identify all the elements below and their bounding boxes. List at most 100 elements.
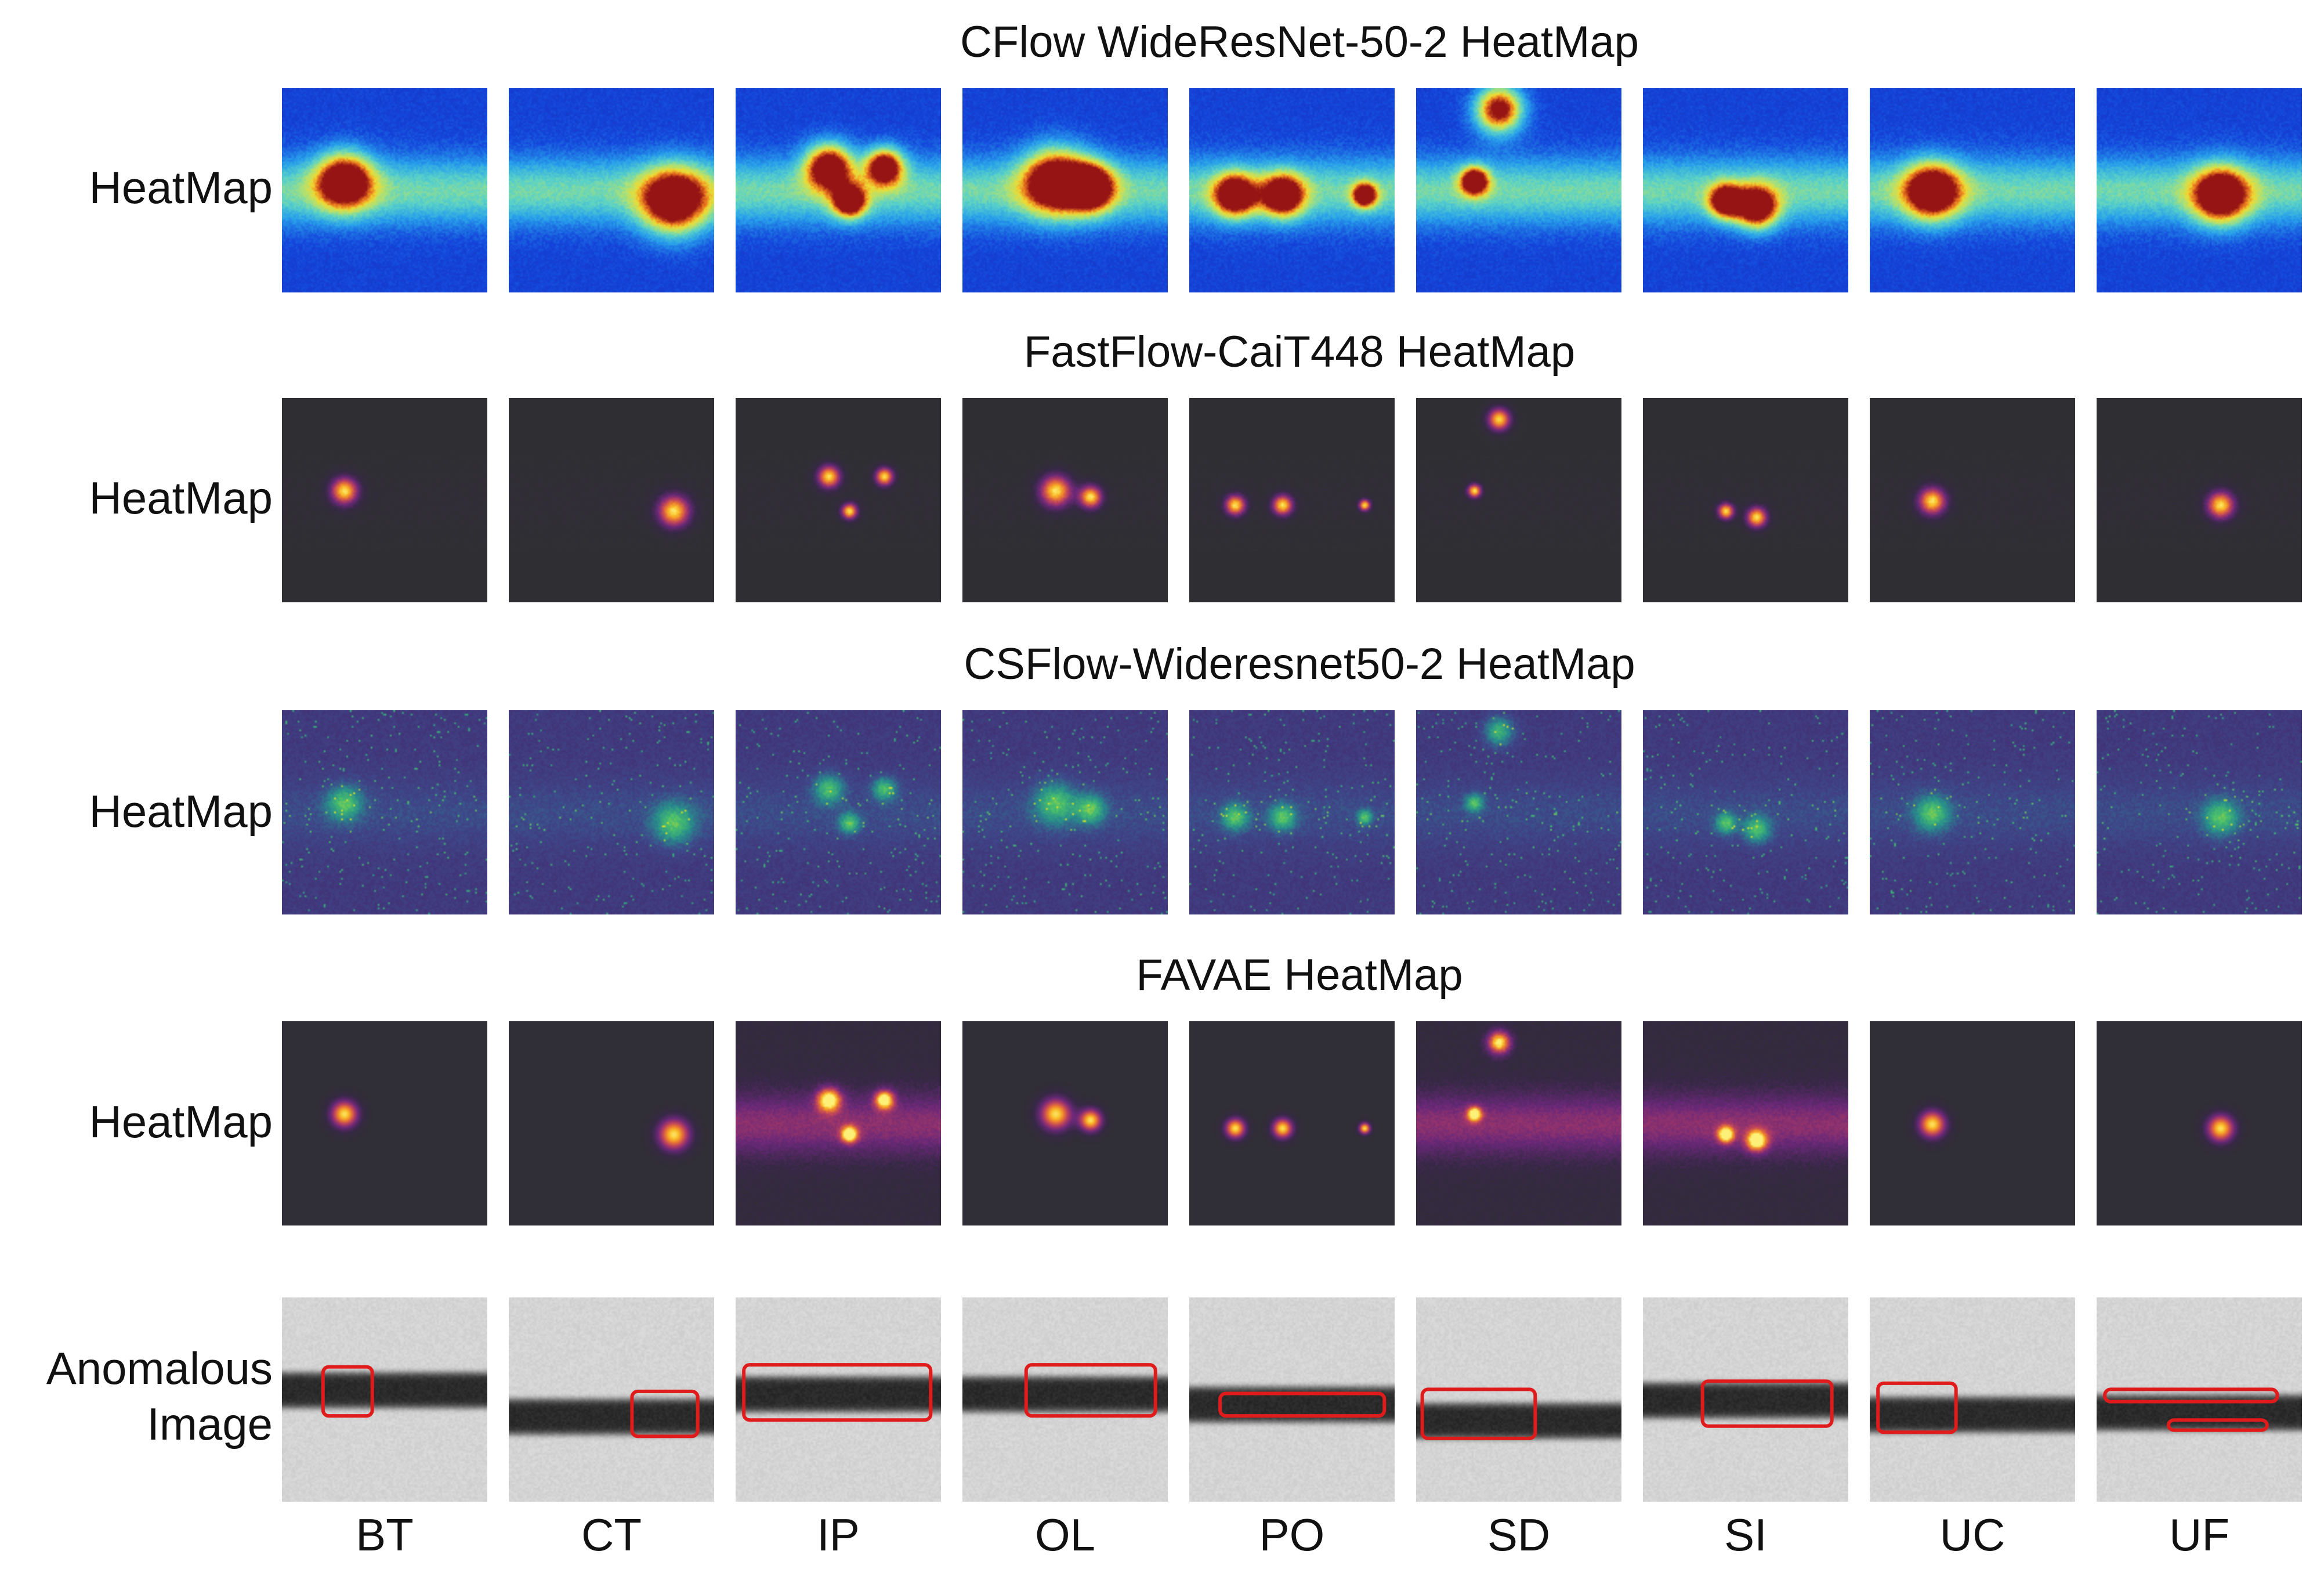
favae-tile-uf <box>2097 1021 2302 1225</box>
favae-tile-po <box>1189 1021 1395 1225</box>
row-label-csflow: HeatMap <box>89 786 273 837</box>
fastflow-tile-uc <box>1870 398 2075 602</box>
csflow-tile-sd <box>1416 710 1621 914</box>
csflow-tile-ip <box>736 710 941 914</box>
cflow-tile-uf <box>2097 88 2302 292</box>
cflow-tile-uc <box>1870 88 2075 292</box>
row-label-cflow: HeatMap <box>89 162 273 213</box>
cflow-tile-bt <box>282 88 487 292</box>
favae-image-po <box>1189 1021 1395 1225</box>
favae-tile-ol <box>962 1021 1168 1225</box>
row-label-anomalous: Anomalous Image <box>0 1340 273 1452</box>
csflow-tile-ol <box>962 710 1168 914</box>
csflow-tile-si <box>1643 710 1848 914</box>
bbox-overlay-sd <box>1420 1387 1537 1440</box>
favae-tile-ct <box>509 1021 714 1225</box>
column-label-si: SI <box>1724 1509 1767 1560</box>
cflow-image-ip <box>736 88 941 292</box>
anomalous-image-ol <box>962 1297 1168 1502</box>
row-label-fastflow: HeatMap <box>89 472 273 523</box>
column-label-po: PO <box>1259 1509 1325 1560</box>
anomalous-tile-bt <box>282 1297 487 1502</box>
anomalous-image-ip <box>736 1297 941 1502</box>
cflow-image-uf <box>2097 88 2302 292</box>
cflow-tile-si <box>1643 88 1848 292</box>
csflow-tile-bt <box>282 710 487 914</box>
bbox-overlay-si <box>1700 1379 1834 1428</box>
cflow-tile-ct <box>509 88 714 292</box>
favae-image-bt <box>282 1021 487 1225</box>
anomalous-tile-po <box>1189 1297 1395 1502</box>
fastflow-tile-ct <box>509 398 714 602</box>
anomalous-tile-si <box>1643 1297 1848 1502</box>
cflow-tile-ol <box>962 88 1168 292</box>
cflow-image-ct <box>509 88 714 292</box>
anomalous-image-uf <box>2097 1297 2302 1502</box>
anomalous-image-uc <box>1870 1297 2075 1502</box>
bbox-overlay-bt <box>321 1365 374 1418</box>
cflow-image-bt <box>282 88 487 292</box>
favae-tile-si <box>1643 1021 1848 1225</box>
csflow-image-si <box>1643 710 1848 914</box>
favae-tile-uc <box>1870 1021 2075 1225</box>
favae-image-uc <box>1870 1021 2075 1225</box>
anomalous-tile-ip <box>736 1297 941 1502</box>
fastflow-tile-po <box>1189 398 1395 602</box>
favae-image-uf <box>2097 1021 2302 1225</box>
anomaly-bbox-ct-0 <box>630 1389 700 1438</box>
column-label-bt: BT <box>356 1509 414 1560</box>
cflow-image-uc <box>1870 88 2075 292</box>
fastflow-image-ct <box>509 398 714 602</box>
anomaly-bbox-bt-0 <box>321 1365 374 1418</box>
fastflow-image-ip <box>736 398 941 602</box>
fastflow-tile-si <box>1643 398 1848 602</box>
anomalous-tile-uf <box>2097 1297 2302 1502</box>
csflow-tile-po <box>1189 710 1395 914</box>
favae-image-ct <box>509 1021 714 1225</box>
section-title-cflow: CFlow WideResNet-50-2 HeatMap <box>960 17 1639 67</box>
fastflow-image-bt <box>282 398 487 602</box>
fastflow-image-ol <box>962 398 1168 602</box>
anomalous-tile-ct <box>509 1297 714 1502</box>
favae-image-ol <box>962 1021 1168 1225</box>
csflow-image-uf <box>2097 710 2302 914</box>
fastflow-tile-uf <box>2097 398 2302 602</box>
favae-tile-ip <box>736 1021 941 1225</box>
column-label-ol: OL <box>1034 1509 1096 1560</box>
cflow-tile-sd <box>1416 88 1621 292</box>
csflow-tile-ct <box>509 710 714 914</box>
csflow-image-bt <box>282 710 487 914</box>
anomalous-image-po <box>1189 1297 1395 1502</box>
cflow-image-ol <box>962 88 1168 292</box>
csflow-image-ip <box>736 710 941 914</box>
anomaly-bbox-uf-1 <box>2166 1418 2269 1432</box>
column-label-ct: CT <box>581 1509 642 1560</box>
column-label-uf: UF <box>2169 1509 2229 1560</box>
favae-image-sd <box>1416 1021 1621 1225</box>
anomalous-tile-uc <box>1870 1297 2075 1502</box>
column-label-ip: IP <box>817 1509 860 1560</box>
anomalous-image-si <box>1643 1297 1848 1502</box>
cflow-image-po <box>1189 88 1395 292</box>
favae-tile-sd <box>1416 1021 1621 1225</box>
row-label-anomalous-line2: Image <box>147 1398 273 1449</box>
favae-tile-bt <box>282 1021 487 1225</box>
anomalous-tile-ol <box>962 1297 1168 1502</box>
csflow-image-ct <box>509 710 714 914</box>
section-title-csflow: CSFlow-Wideresnet50-2 HeatMap <box>964 639 1635 689</box>
fastflow-image-uc <box>1870 398 2075 602</box>
anomalous-image-ct <box>509 1297 714 1502</box>
fastflow-tile-bt <box>282 398 487 602</box>
bbox-overlay-ct <box>630 1389 700 1438</box>
csflow-image-uc <box>1870 710 2075 914</box>
fastflow-image-sd <box>1416 398 1621 602</box>
fastflow-tile-ol <box>962 398 1168 602</box>
csflow-image-sd <box>1416 710 1621 914</box>
anomaly-bbox-ol-0 <box>1024 1363 1157 1418</box>
cflow-tile-ip <box>736 88 941 292</box>
csflow-image-ol <box>962 710 1168 914</box>
cflow-image-si <box>1643 88 1848 292</box>
anomaly-bbox-uf-0 <box>2103 1387 2279 1404</box>
section-title-favae: FAVAE HeatMap <box>1136 950 1463 1000</box>
anomaly-bbox-sd-0 <box>1420 1387 1537 1440</box>
